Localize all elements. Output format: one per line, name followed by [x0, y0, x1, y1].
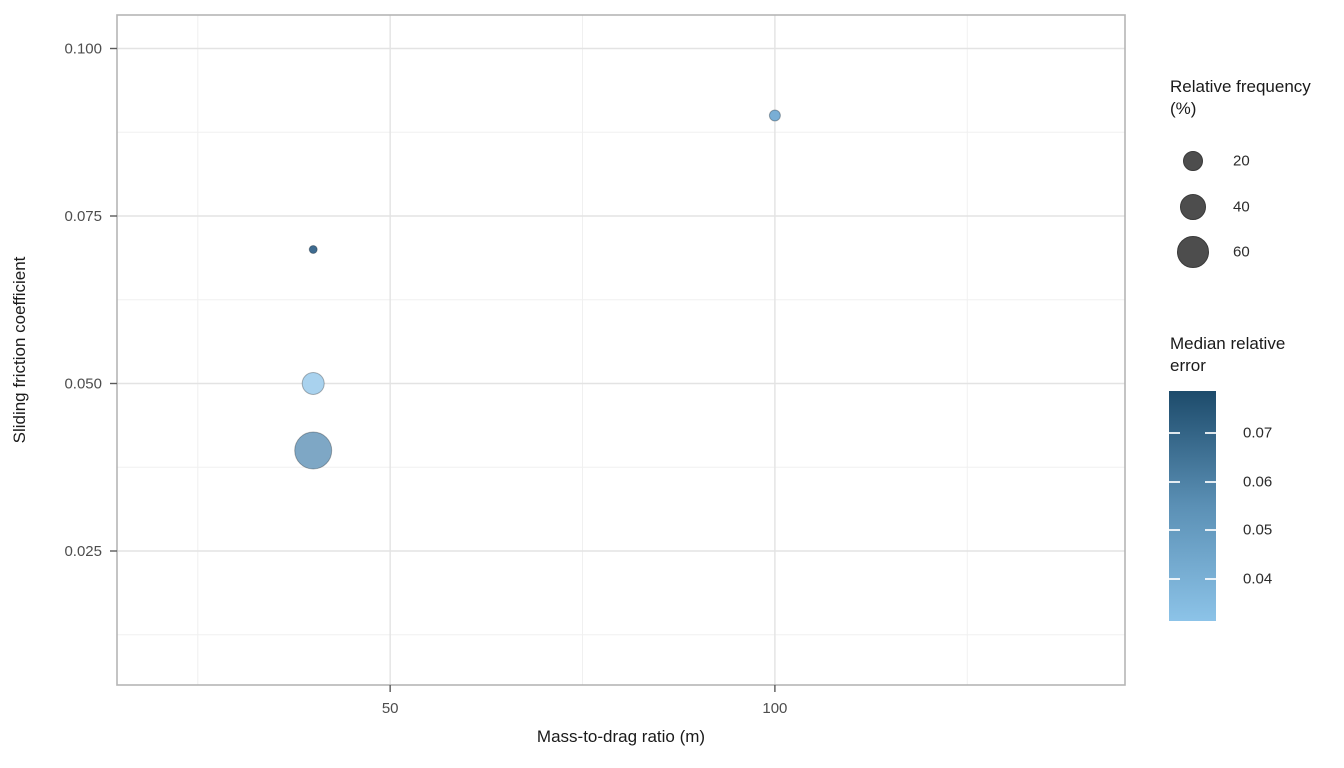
x-axis-title: Mass-to-drag ratio (m): [536, 727, 706, 746]
y-tick-label: 0.100: [64, 41, 102, 58]
y-axis-title: Sliding friction coefficient: [10, 256, 29, 444]
colorbar-tick-mark: [1205, 578, 1216, 581]
colorbar-tick-label: 0.07: [1243, 424, 1273, 442]
size-legend-circle: [1179, 193, 1207, 221]
y-tick-label: 0.075: [64, 208, 102, 225]
x-tick-label: 100: [762, 700, 787, 717]
colorbar-tick-mark: [1169, 578, 1180, 581]
size-legend-label: 20: [1233, 152, 1250, 170]
plot-panel: [117, 15, 1125, 685]
panel-border: [116, 14, 1126, 686]
size-legend-circle: [1182, 150, 1204, 172]
colorbar-tick-mark: [1205, 480, 1216, 483]
colorbar-tick-mark: [1205, 431, 1216, 434]
bubble: [301, 372, 325, 395]
bubble: [294, 431, 333, 470]
colorbar-tick-mark: [1169, 529, 1180, 532]
y-tick-label: 0.050: [64, 376, 102, 393]
colorbar-tick-mark: [1205, 529, 1216, 532]
colorbar-tick-label: 0.04: [1243, 570, 1273, 588]
colorbar-tick-label: 0.06: [1243, 473, 1273, 491]
size-legend-title: Relative frequency (%): [1170, 77, 1311, 118]
y-tick-label: 0.025: [64, 543, 102, 560]
colorbar: [1169, 391, 1216, 621]
color-legend-title: Median relative error: [1170, 334, 1286, 375]
size-legend-label: 40: [1233, 198, 1250, 216]
colorbar-tick-mark: [1169, 480, 1180, 483]
bubble: [768, 109, 781, 122]
colorbar-tick-label: 0.05: [1243, 521, 1273, 539]
x-tick-label: 50: [382, 700, 399, 717]
size-legend-circle: [1177, 236, 1209, 268]
bubble: [308, 245, 318, 254]
size-legend-label: 60: [1233, 243, 1250, 261]
colorbar-tick-mark: [1169, 431, 1180, 434]
